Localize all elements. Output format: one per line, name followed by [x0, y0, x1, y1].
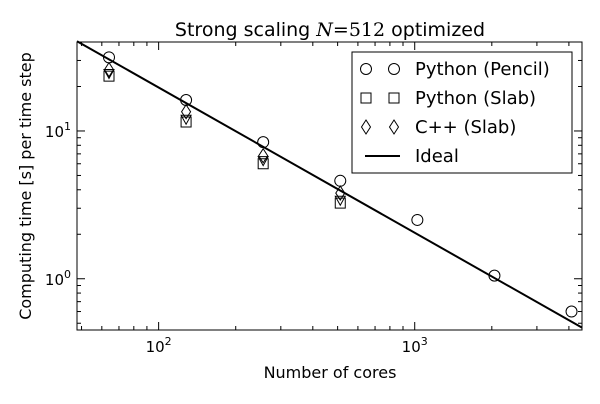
y-tick-label: 100 — [45, 268, 71, 289]
data-point-circle — [565, 305, 578, 318]
x-tick-label: 102 — [146, 335, 172, 356]
ideal-line — [76, 40, 583, 329]
x-tick-label-base: 10 — [402, 338, 421, 356]
plot-frame — [76, 41, 583, 331]
data-point-circle — [411, 213, 424, 226]
chart-title-math-var: N — [315, 19, 334, 41]
series-layer — [76, 40, 583, 329]
legend-item: C++ (Slab) — [360, 117, 516, 138]
y-tick-label-base: 10 — [45, 271, 64, 289]
series-2 — [103, 61, 346, 201]
data-point-square — [334, 197, 346, 209]
data-point-diamond — [258, 147, 269, 164]
legend-marker-diamond — [388, 119, 400, 135]
legend-box — [351, 51, 573, 174]
y-tick-label-base: 10 — [45, 123, 64, 141]
legend-marker-circle — [388, 63, 400, 75]
series-1 — [103, 70, 346, 209]
legend: Python (Pencil) Python (Slab) C++ (Slab) Id… — [351, 51, 573, 174]
x-tick-label-exp: 3 — [421, 335, 428, 348]
data-point-square — [180, 116, 192, 128]
data-point-square — [103, 70, 115, 82]
legend-item: Python (Pencil) — [360, 59, 550, 80]
legend-marker-diamond — [360, 119, 372, 135]
legend-label: Python (Pencil) — [415, 59, 550, 80]
legend-item: Python (Slab) — [360, 88, 536, 109]
data-point-circle — [334, 174, 347, 187]
legend-label: C++ (Slab) — [415, 117, 516, 138]
data-point-triangle-down — [334, 195, 347, 207]
x-axis-label: Number of cores — [264, 363, 397, 382]
y-tick-label-exp: 0 — [64, 268, 71, 281]
data-point-triangle-down — [103, 68, 115, 80]
x-tick-label-exp: 2 — [165, 335, 172, 348]
legend-label: Python (Slab) — [415, 88, 536, 109]
legend-item: Ideal — [365, 146, 459, 167]
data-point-square — [257, 158, 269, 170]
data-point-diamond — [335, 185, 346, 201]
series-4 — [76, 40, 583, 329]
data-point-diamond — [180, 103, 192, 120]
chart-title-suffix: optimized — [385, 19, 485, 41]
legend-marker-square — [360, 92, 372, 104]
legend-label: Ideal — [415, 146, 459, 167]
x-tick-label-base: 10 — [146, 338, 165, 356]
series-3 — [103, 68, 347, 207]
chart-title: Strong scaling N=512 optimized — [175, 19, 485, 41]
chart-title-math-eq: =512 — [333, 19, 385, 41]
legend-marker-circle — [360, 63, 372, 75]
y-axis-label: Computing time [s] per time step — [16, 52, 35, 320]
data-point-triangle-down — [180, 114, 192, 126]
legend-marker-square — [388, 92, 400, 104]
y-tick-label: 101 — [45, 120, 71, 141]
chart-title-prefix: Strong scaling — [175, 19, 316, 41]
data-point-triangle-down — [257, 156, 270, 167]
data-point-diamond — [103, 61, 115, 78]
y-tick-label-exp: 1 — [64, 120, 71, 133]
x-tick-label: 103 — [402, 335, 428, 356]
